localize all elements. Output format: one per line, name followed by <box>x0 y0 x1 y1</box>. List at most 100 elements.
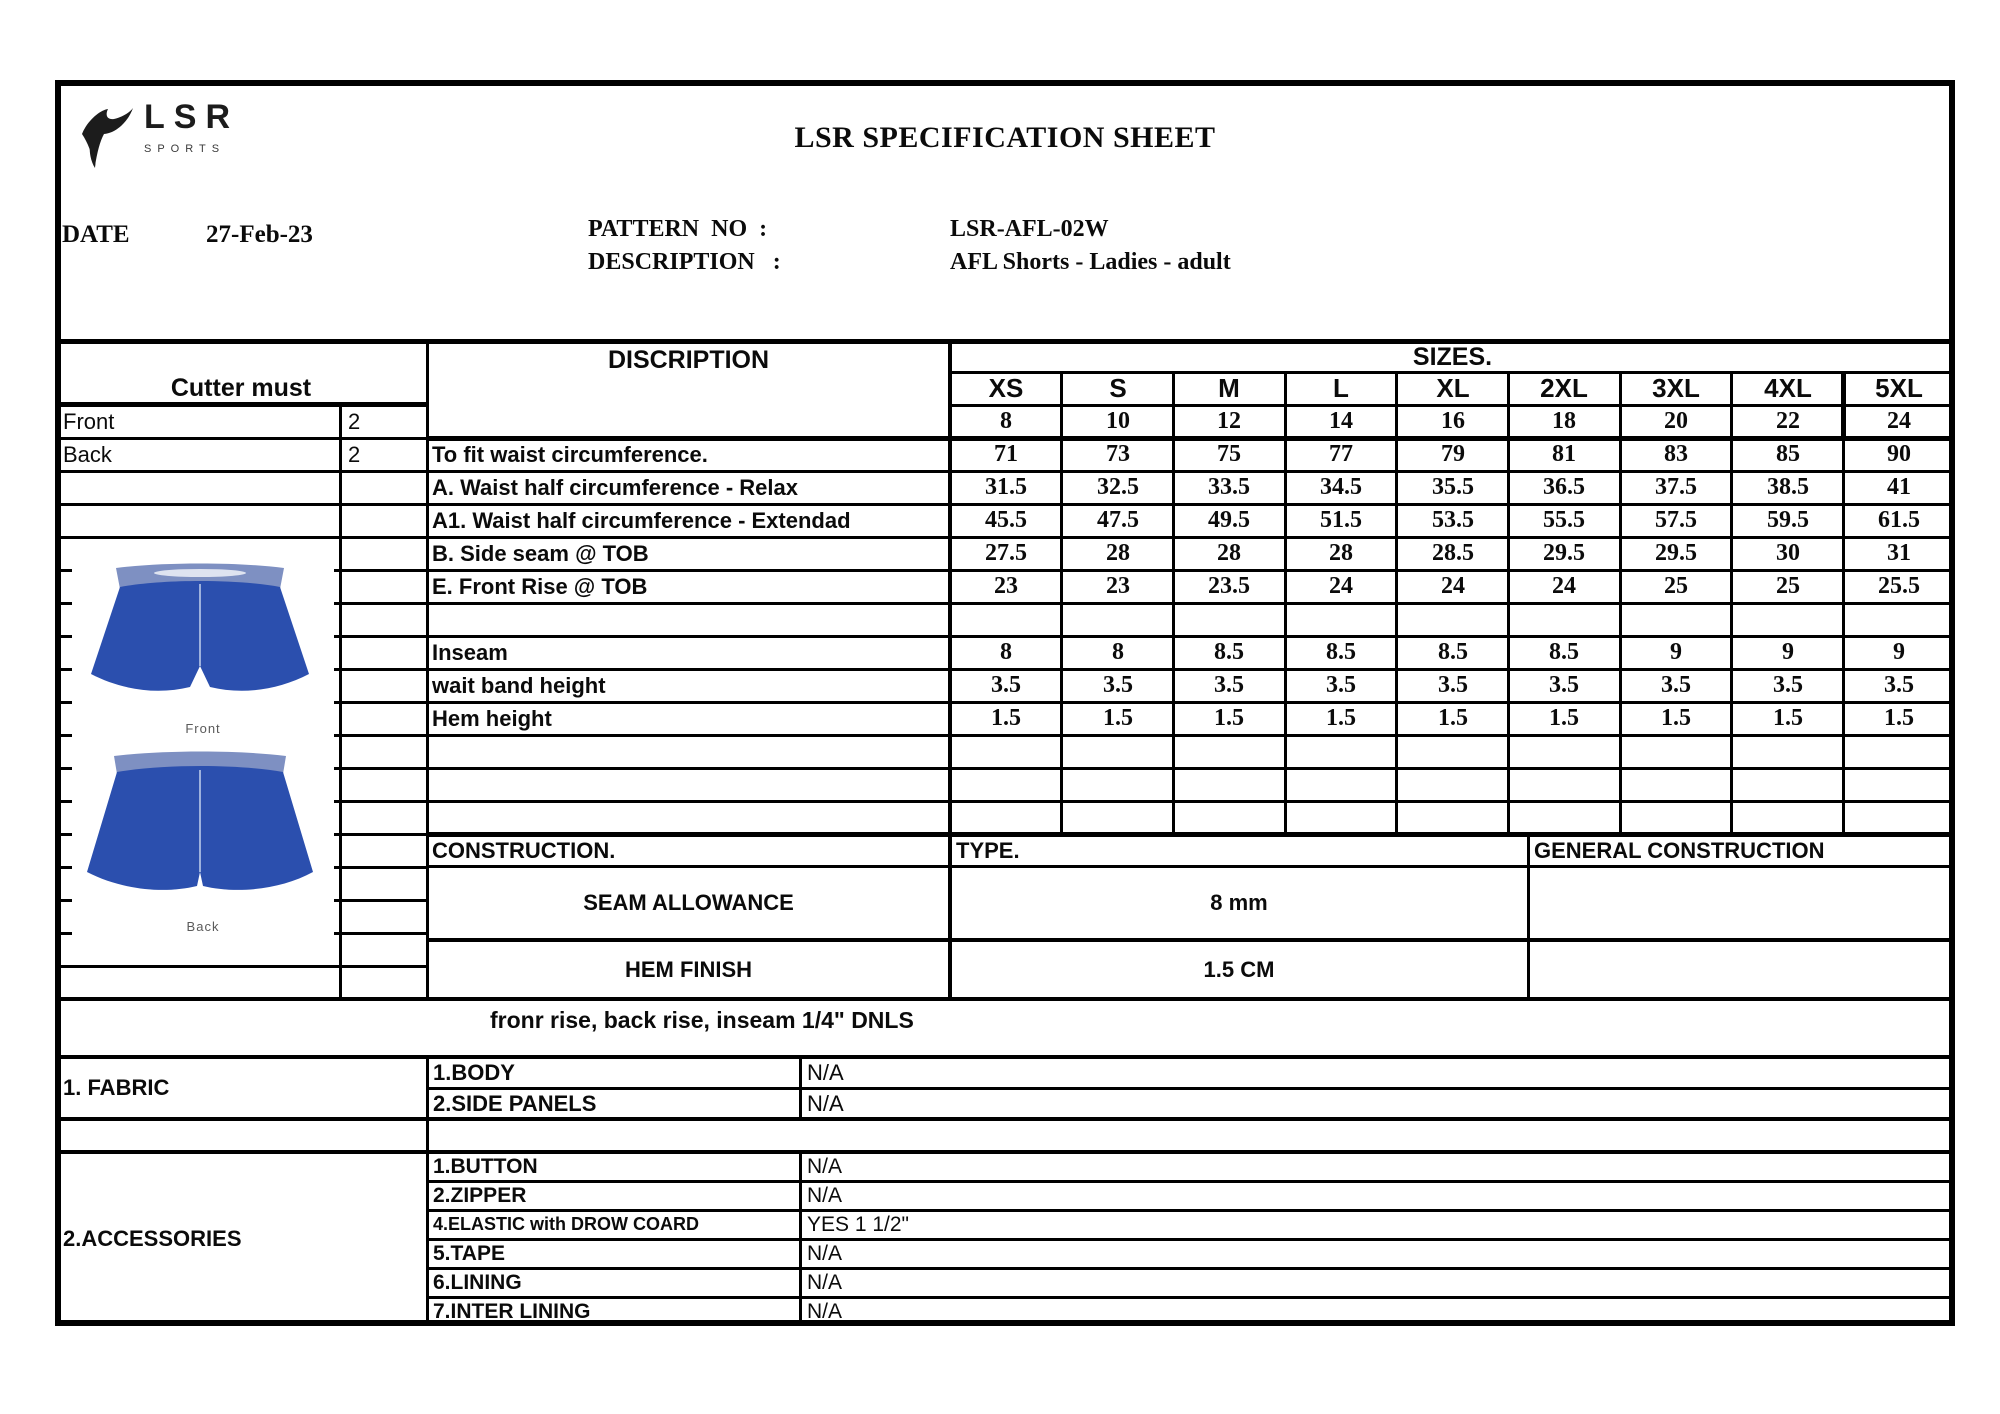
spec-value-cell: 23.5 <box>1208 573 1250 599</box>
description-label: DESCRIPTION : <box>588 248 781 275</box>
cutter-must-header: Cutter must <box>170 374 312 402</box>
spec-value-cell: 47.5 <box>1097 507 1139 533</box>
accessories-section-label: 2.ACCESSORIES <box>63 1226 242 1251</box>
hem-finish-label: HEM FINISH <box>624 956 753 982</box>
grid-line <box>427 1087 1955 1090</box>
grid-line <box>339 405 342 999</box>
accessory-item-inter-lining: 7.INTER LINING <box>433 1299 591 1323</box>
spec-value-cell <box>1285 801 1397 834</box>
size-column-header: 2XL <box>1540 373 1588 403</box>
spec-row-label: Inseam <box>432 639 508 665</box>
spec-value-cell: 32.5 <box>1097 474 1139 500</box>
spec-value-cell: 31 <box>1887 540 1911 566</box>
spec-row-label <box>432 768 945 801</box>
spec-value-cell: 3.5 <box>1438 672 1468 698</box>
construction-note: fronr rise, back rise, inseam 1/4" DNLS <box>490 1007 914 1033</box>
spec-row-label: A1. Waist half circumference - Extendad <box>432 507 851 533</box>
spec-value-cell <box>1173 768 1285 801</box>
grid-line <box>427 1267 1955 1270</box>
grid-line <box>55 1150 1955 1154</box>
grid-line <box>1172 372 1175 834</box>
spec-value-cell <box>1397 768 1509 801</box>
spec-value-cell: 8.5 <box>1326 639 1356 665</box>
spec-value-cell: 73 <box>1106 441 1130 467</box>
spec-value-cell: 1.5 <box>1549 705 1579 731</box>
spec-value-cell: 1.5 <box>1661 705 1691 731</box>
grid-line <box>427 701 1955 704</box>
spec-value-cell: 25 <box>1776 573 1800 599</box>
grid-line <box>427 536 1955 539</box>
spec-value-cell <box>1620 801 1732 834</box>
spec-value-cell: 23 <box>994 573 1018 599</box>
pattern-no-label: PATTERN NO : <box>588 215 768 242</box>
spec-value-cell: 41 <box>1887 474 1911 500</box>
spec-value-cell <box>1062 801 1174 834</box>
spec-value-cell <box>1285 768 1397 801</box>
shorts-back-image <box>84 750 316 919</box>
fabric-value-side-panels: N/A <box>807 1090 844 1116</box>
spec-value-cell: 9 <box>1782 639 1794 665</box>
spec-value-cell: 85 <box>1776 441 1800 467</box>
spec-value-cell <box>1843 735 1955 768</box>
shorts-diagram: Front Back <box>72 542 334 940</box>
accessory-value-inter-lining: N/A <box>807 1299 843 1323</box>
spec-row-label: A. Waist half circumference - Relax <box>432 474 798 500</box>
grid-line <box>799 1057 802 1119</box>
spec-value-cell <box>1397 735 1509 768</box>
spec-value-cell: 77 <box>1329 441 1353 467</box>
spec-value-cell: 81 <box>1552 441 1576 467</box>
spec-value-cell <box>1173 801 1285 834</box>
spec-value-cell: 61.5 <box>1878 507 1920 533</box>
grid-line <box>55 1055 1955 1059</box>
spec-value-cell: 3.5 <box>1549 672 1579 698</box>
size-column-header: 5XL <box>1875 373 1923 403</box>
spec-value-cell: 1.5 <box>1438 705 1468 731</box>
spec-value-cell: 53.5 <box>1432 507 1474 533</box>
shorts-front-caption: Front <box>185 720 221 736</box>
spec-value-cell: 55.5 <box>1543 507 1585 533</box>
spec-row-label <box>432 735 945 768</box>
spec-value-cell: 28 <box>1217 540 1241 566</box>
spec-value-cell: 83 <box>1664 441 1688 467</box>
grid-line <box>427 832 1955 837</box>
grid-line <box>427 602 1955 605</box>
grid-line <box>1395 372 1398 834</box>
spec-value-cell: 33.5 <box>1208 474 1250 500</box>
logo-sub-text: SPORTS <box>144 143 226 155</box>
grid-line <box>55 965 427 968</box>
fabric-item-body: 1.BODY <box>433 1059 515 1085</box>
grid-line <box>950 371 1955 374</box>
grid-line <box>1619 372 1622 834</box>
size-number-cell: 12 <box>1217 408 1241 434</box>
spec-value-cell <box>1508 735 1620 768</box>
grid-line <box>55 339 1955 344</box>
spec-value-cell <box>1732 603 1844 636</box>
grid-line <box>427 1238 1955 1241</box>
spec-value-cell: 71 <box>994 441 1018 467</box>
hem-finish-type: 1.5 CM <box>1203 956 1275 982</box>
accessory-item-zipper: 2.ZIPPER <box>433 1183 527 1207</box>
spec-value-cell: 79 <box>1441 441 1465 467</box>
spec-value-cell <box>1062 735 1174 768</box>
size-column-header: XL <box>1436 373 1470 403</box>
spec-value-cell: 29.5 <box>1655 540 1697 566</box>
spec-value-cell: 38.5 <box>1767 474 1809 500</box>
size-number-cell: 16 <box>1441 408 1465 434</box>
spec-value-cell: 8.5 <box>1438 639 1468 665</box>
spec-value-cell: 1.5 <box>1326 705 1356 731</box>
spec-value-cell: 27.5 <box>985 540 1027 566</box>
lsr-logo: LSR SPORTS <box>76 100 239 179</box>
description-value: AFL Shorts - Ladies - adult <box>950 248 1231 275</box>
size-column-header: 3XL <box>1652 373 1700 403</box>
description-column-header: DISCRIPTION <box>607 346 770 374</box>
seam-allowance-label: SEAM ALLOWANCE <box>583 890 794 915</box>
spec-value-cell: 51.5 <box>1320 507 1362 533</box>
grid-line <box>55 536 427 539</box>
spec-value-cell: 24 <box>1441 573 1465 599</box>
grid-line <box>427 938 1955 942</box>
spec-value-cell <box>1173 603 1285 636</box>
shorts-front-image <box>86 562 314 719</box>
accessory-value-button: N/A <box>807 1154 843 1178</box>
grid-line <box>427 470 1955 473</box>
spec-value-cell <box>1508 603 1620 636</box>
